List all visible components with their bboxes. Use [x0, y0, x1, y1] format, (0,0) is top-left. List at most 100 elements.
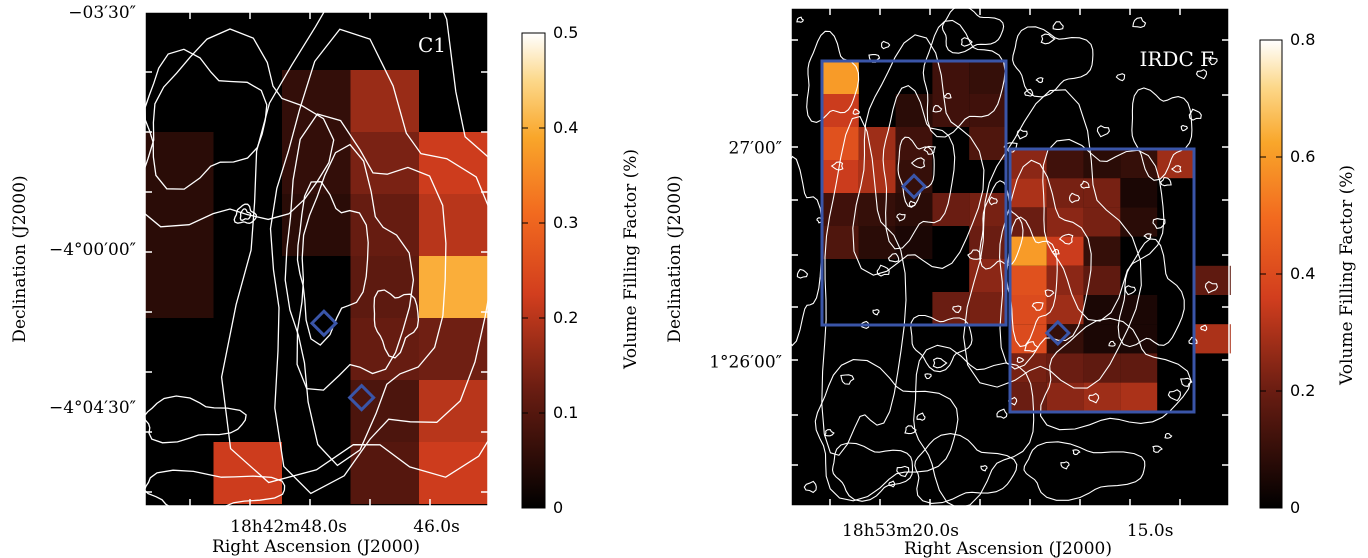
heatmap-cell	[822, 127, 859, 160]
contour-line	[284, 113, 447, 467]
contour-line	[373, 289, 420, 359]
colorbar-tick-label: 0	[553, 498, 563, 517]
colorbar-tick-label: 0.3	[553, 213, 578, 232]
contour-speck	[1051, 248, 1060, 255]
contour-speck	[1080, 180, 1090, 189]
source-marker	[347, 383, 376, 412]
contour-speck	[1180, 124, 1189, 132]
contour-speck	[830, 161, 844, 171]
contour-line	[831, 442, 914, 502]
right-panel-label: IRDC F	[1139, 47, 1214, 71]
heatmap-cell	[350, 70, 419, 132]
heatmap-cell	[1083, 382, 1121, 412]
heatmap-cell	[1120, 295, 1158, 325]
heatmap-cell	[1120, 178, 1158, 208]
right-panel: IRDC F 27′00″ 1°26′00″ 18h53m20.0s 15.0s R…	[665, 5, 1231, 558]
contour-speck	[1003, 142, 1018, 153]
contour-speck	[980, 464, 988, 472]
heatmap-cell	[419, 318, 488, 380]
contour-speck	[896, 213, 906, 222]
contour-line	[914, 433, 1018, 504]
heatmap-cell	[822, 94, 859, 127]
contour-speck	[1044, 289, 1055, 298]
contour-speck	[1052, 21, 1064, 30]
contour-speck	[1143, 233, 1152, 240]
colorbar-tick-label: 0	[1290, 498, 1300, 517]
heatmap-cell	[969, 94, 1006, 127]
heatmap-cell	[1010, 178, 1047, 208]
heatmap-cell	[969, 193, 1006, 226]
right-colorbar-label: Volume Filling Factor (%)	[1337, 165, 1357, 386]
contour-speck	[1096, 125, 1111, 138]
heatmap-cell	[1010, 149, 1047, 179]
right-xlabel: Right Ascension (J2000)	[904, 539, 1112, 558]
contour-line	[138, 28, 335, 228]
left-panel-label: C1	[418, 33, 446, 57]
x-tick-label: 18h42m48.0s	[230, 517, 347, 537]
contour-speck	[1072, 449, 1081, 456]
colorbar-tick-label: 0.2	[1290, 381, 1315, 400]
contour-speck	[1060, 461, 1070, 470]
contour-speck	[932, 104, 943, 113]
contour-speck	[840, 374, 855, 385]
heatmap-cell	[419, 256, 488, 318]
heatmap-cell	[1010, 324, 1047, 354]
colorbar-tick-label: 0.1	[553, 403, 578, 422]
heatmap-cell	[282, 194, 351, 256]
heatmap-cell	[1046, 265, 1084, 295]
contour-line	[910, 314, 973, 373]
right-plot-frame	[790, 7, 1230, 507]
contour-speck	[988, 196, 998, 206]
colorbar-tick-label: 0.5	[553, 23, 578, 42]
contour-speck	[1016, 128, 1028, 140]
right-region-box-a	[820, 59, 1008, 327]
heatmap-cell	[1046, 178, 1084, 208]
contour-line	[1012, 26, 1094, 98]
heatmap-cell	[1194, 265, 1231, 295]
heatmap-cell	[282, 70, 351, 132]
y-tick-label: 1°26′00″	[709, 353, 782, 373]
contour-line	[821, 115, 907, 456]
contour-speck	[996, 408, 1008, 419]
heatmap-cell	[1083, 207, 1121, 237]
contour-speck	[1115, 73, 1126, 82]
contour-speck	[960, 37, 973, 47]
contour-speck	[1024, 340, 1039, 352]
contour-speck	[1152, 218, 1166, 230]
contour-speck	[916, 412, 926, 421]
heatmap-cell	[1046, 382, 1084, 412]
left-colorbar-label: Volume Filling Factor (%)	[621, 149, 641, 370]
heatmap-cell	[822, 160, 859, 193]
contour-speck	[896, 465, 910, 478]
heatmap-cell	[1010, 236, 1047, 266]
heatmap-cell	[1120, 324, 1158, 354]
contour-speck	[1023, 88, 1034, 97]
contour-speck	[967, 249, 982, 260]
contour-line	[296, 143, 415, 391]
contour-line	[239, 208, 252, 221]
left-xtick-labels: 18h42m48.0s 46.0s	[230, 517, 460, 537]
contour-speck	[1152, 445, 1163, 453]
heatmap-cell	[969, 292, 1006, 325]
heatmap-cell	[213, 442, 282, 504]
heatmap-cell	[350, 442, 419, 504]
colorbar-tick-label: 0.6	[1290, 147, 1315, 166]
colorbar-tick-label: 0.2	[553, 308, 578, 327]
heatmap-cell	[1046, 207, 1084, 237]
left-markers	[309, 309, 376, 412]
contour-line	[852, 34, 985, 276]
contour-speck	[1208, 57, 1218, 66]
contour-speck	[1180, 377, 1193, 388]
right-region-box-b	[1008, 147, 1196, 414]
contour-speck	[1170, 165, 1182, 173]
contour-speck	[1016, 356, 1025, 364]
heatmap-cell	[1010, 207, 1047, 237]
left-xlabel: Right Ascension (J2000)	[212, 537, 420, 557]
heatmap-cell	[1046, 149, 1084, 179]
source-marker	[309, 309, 339, 338]
contour-speck	[1195, 69, 1208, 80]
heatmap-cell	[145, 256, 214, 318]
heatmap-cell	[969, 61, 1006, 94]
heatmap-cell	[1120, 353, 1158, 383]
